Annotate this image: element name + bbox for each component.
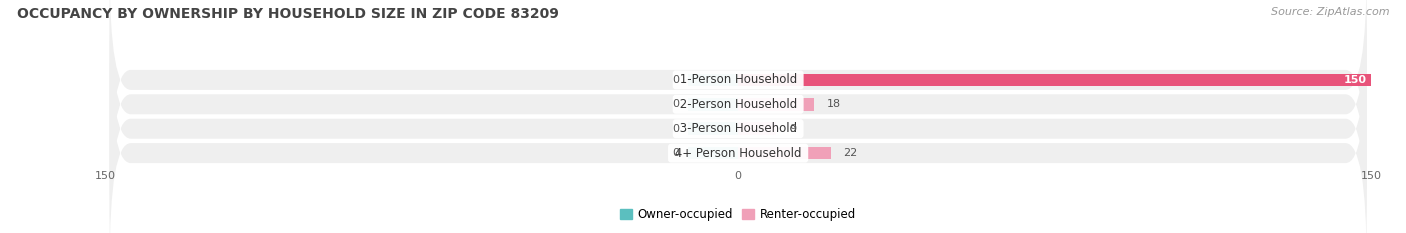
Text: 2-Person Household: 2-Person Household [676, 98, 800, 111]
Text: 0: 0 [672, 148, 679, 158]
FancyBboxPatch shape [110, 17, 1367, 233]
Bar [688, 147, 738, 159]
Text: OCCUPANCY BY OWNERSHIP BY HOUSEHOLD SIZE IN ZIP CODE 83209: OCCUPANCY BY OWNERSHIP BY HOUSEHOLD SIZE… [17, 7, 558, 21]
Bar [688, 98, 738, 111]
Text: 9: 9 [789, 124, 796, 134]
Text: 150: 150 [1344, 75, 1367, 85]
Text: 22: 22 [844, 148, 858, 158]
Bar [738, 74, 1371, 86]
FancyBboxPatch shape [110, 0, 1367, 192]
Bar [738, 147, 831, 159]
Legend: Owner-occupied, Renter-occupied: Owner-occupied, Renter-occupied [614, 203, 862, 225]
Bar [738, 122, 776, 135]
Text: 18: 18 [827, 99, 841, 109]
FancyBboxPatch shape [110, 0, 1367, 216]
Text: 4+ Person Household: 4+ Person Household [671, 147, 806, 160]
Bar [688, 74, 738, 86]
Text: 0: 0 [672, 99, 679, 109]
Text: 3-Person Household: 3-Person Household [676, 122, 800, 135]
Text: 0: 0 [672, 75, 679, 85]
Bar [738, 98, 814, 111]
Text: Source: ZipAtlas.com: Source: ZipAtlas.com [1271, 7, 1389, 17]
Text: 0: 0 [672, 124, 679, 134]
Bar [688, 122, 738, 135]
Text: 1-Person Household: 1-Person Household [676, 73, 800, 86]
FancyBboxPatch shape [110, 41, 1367, 233]
